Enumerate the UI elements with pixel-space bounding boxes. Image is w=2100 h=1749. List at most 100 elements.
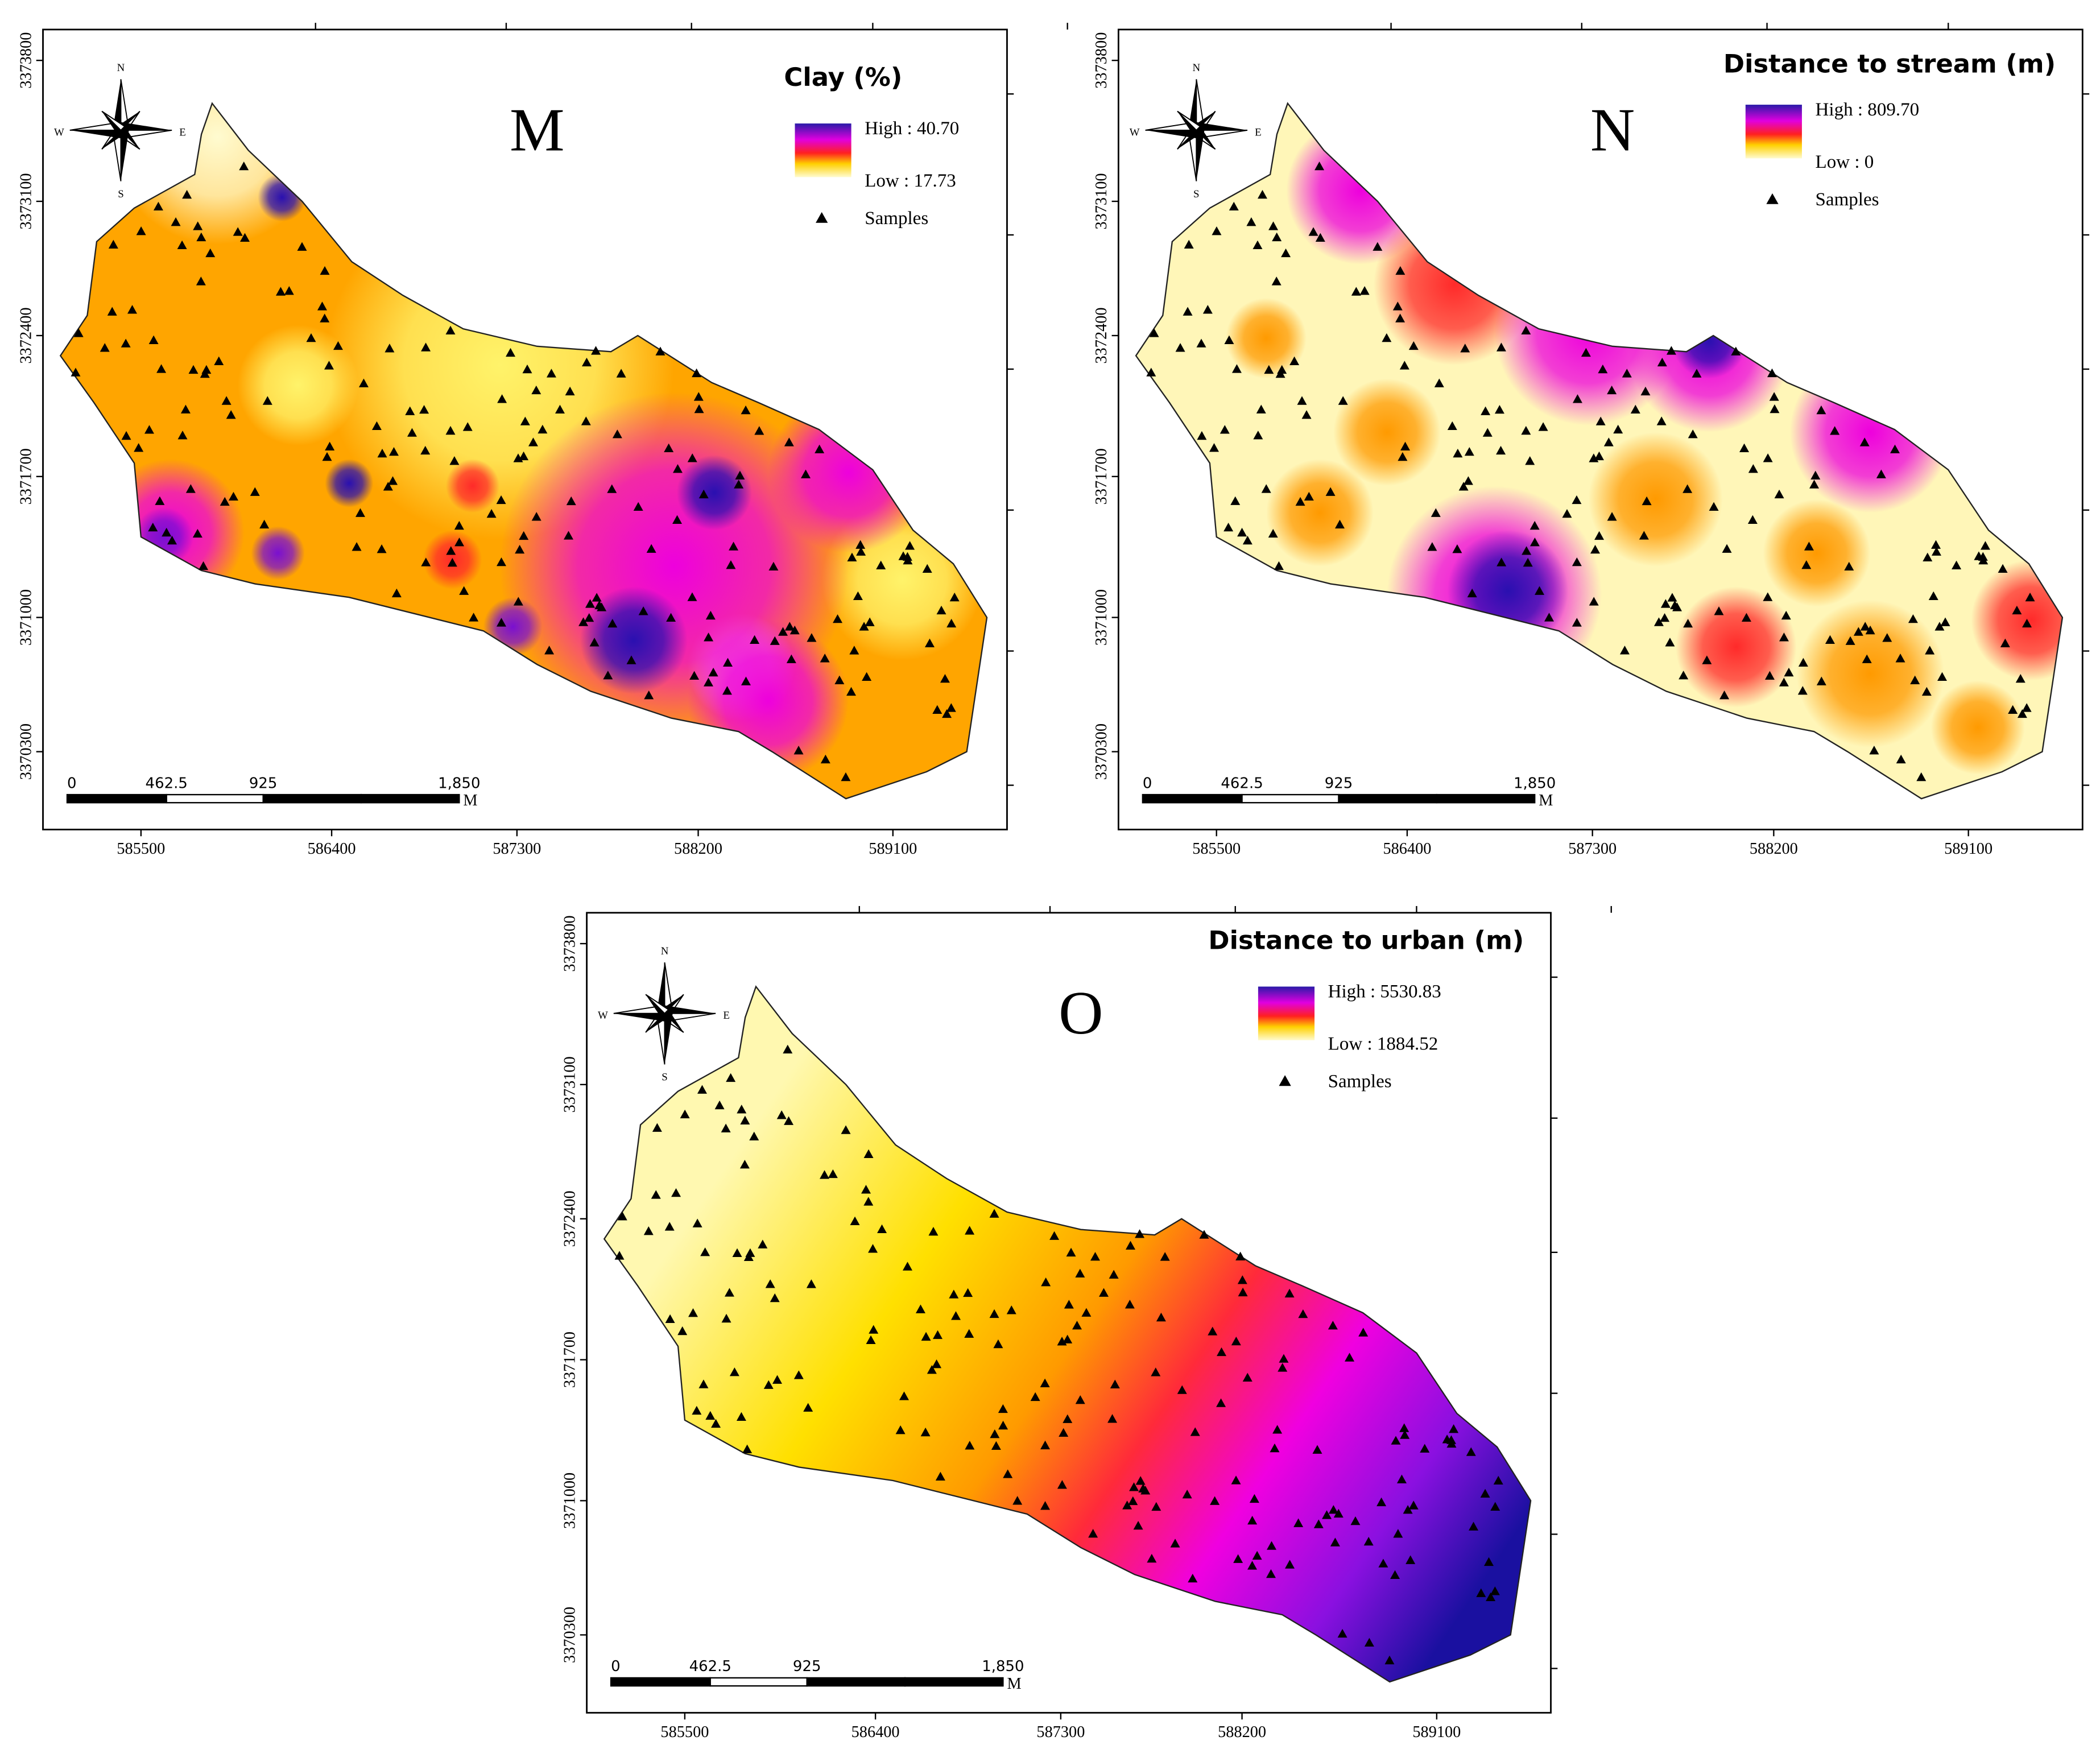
sample-point <box>940 673 950 683</box>
sample-point <box>850 1216 860 1226</box>
sample-point <box>949 592 960 602</box>
sample-point <box>784 1116 794 1125</box>
sample-point <box>803 1403 813 1412</box>
x-tick-label: 585500 <box>117 840 165 858</box>
scale-label: 925 <box>249 775 278 792</box>
sample-point <box>1233 1554 1243 1563</box>
sample-point <box>1399 361 1409 370</box>
sample-point <box>646 544 656 553</box>
scale-label: 462.5 <box>689 1658 731 1675</box>
sample-point <box>770 636 780 645</box>
sample-point <box>626 655 636 664</box>
scale-segment <box>360 793 460 804</box>
sample-point <box>371 421 382 431</box>
sample-point <box>820 654 830 663</box>
sample-point <box>1359 286 1370 295</box>
legend-samples: Samples <box>1816 189 1879 210</box>
sample-point <box>546 369 556 378</box>
sample-point <box>1642 496 1652 506</box>
sample-point <box>377 448 387 458</box>
sample-point <box>1182 1489 1192 1499</box>
sample-point <box>964 1329 974 1338</box>
y-tick-label: 3371000 <box>1093 589 1110 646</box>
sample-point <box>687 592 697 601</box>
sample-point <box>1395 313 1405 322</box>
sample-point <box>1656 416 1667 425</box>
sample-point <box>1126 1241 1136 1250</box>
x-tick-label: 586400 <box>1383 840 1431 858</box>
compass-letter: W <box>54 126 64 138</box>
sample-point <box>1099 1288 1109 1297</box>
sample-point <box>1400 441 1411 450</box>
sample-point <box>1882 633 1892 642</box>
sample-point <box>1595 416 1606 425</box>
sample-point <box>758 1239 768 1248</box>
sample-point <box>388 446 399 456</box>
sample-point <box>965 1226 975 1235</box>
sample-point <box>520 416 530 425</box>
sample-point <box>1845 636 1855 645</box>
sample-point <box>1464 446 1474 456</box>
x-tick-label: 588200 <box>674 840 722 858</box>
sample-point <box>1797 686 1808 695</box>
sample-point <box>726 1073 736 1082</box>
sample-point <box>1040 1501 1051 1510</box>
sample-point <box>201 365 212 374</box>
sample-point <box>1781 610 1791 620</box>
sample-point <box>1810 470 1821 479</box>
sample-point <box>1390 1570 1400 1579</box>
sample-point <box>1135 1476 1146 1485</box>
sample-point <box>1063 1334 1073 1343</box>
sample-point <box>496 557 506 567</box>
sample-point <box>1980 541 1990 550</box>
compass-letter: W <box>598 1010 608 1022</box>
sample-point <box>1110 1379 1120 1388</box>
sample-point <box>1480 1488 1490 1498</box>
legend-low: Low : 0 <box>1816 152 1874 172</box>
compass-ray <box>121 122 172 130</box>
sample-point <box>1376 1497 1387 1507</box>
sample-point <box>1830 426 1840 435</box>
sample-point <box>1925 646 1935 655</box>
sample-point <box>1741 613 1751 622</box>
sample-point <box>1665 638 1675 647</box>
sample-point <box>592 593 602 602</box>
sample-point <box>895 1425 906 1434</box>
sample-point <box>965 1441 975 1450</box>
sample-point <box>672 515 683 524</box>
scale-segment <box>262 793 362 804</box>
sample-point <box>405 406 415 415</box>
sample-point <box>698 489 709 499</box>
sample-point <box>1683 618 1693 628</box>
sample-point <box>2012 605 2022 615</box>
sample-point <box>989 1309 999 1318</box>
scale-segment <box>904 1677 1004 1687</box>
sample-point <box>1672 602 1683 611</box>
sample-point <box>847 552 857 561</box>
sample-point <box>1469 1521 1479 1531</box>
sample-point <box>722 686 732 695</box>
sample-point <box>167 535 177 545</box>
surface-blob <box>1930 680 2025 775</box>
sample-point <box>1603 437 1614 446</box>
sample-point <box>1719 690 1730 700</box>
sample-point <box>1242 1372 1252 1382</box>
surface-blob <box>445 459 500 513</box>
sample-point <box>1804 541 1814 551</box>
sample-point <box>920 1427 931 1437</box>
sample-point <box>1122 1500 1132 1510</box>
sample-point <box>177 240 187 250</box>
sample-point <box>664 443 674 452</box>
sample-point <box>692 1218 702 1227</box>
sample-point <box>1382 333 1392 342</box>
sample-point <box>1252 240 1263 250</box>
sample-point <box>449 456 460 465</box>
sample-point <box>1896 754 1906 764</box>
sample-point <box>692 1405 702 1415</box>
surface-blob <box>580 586 688 694</box>
sample-point <box>946 618 957 628</box>
sample-point <box>1312 1445 1322 1454</box>
sample-point <box>1358 1328 1369 1337</box>
sample-point <box>1267 1541 1277 1550</box>
sample-point <box>754 426 764 435</box>
